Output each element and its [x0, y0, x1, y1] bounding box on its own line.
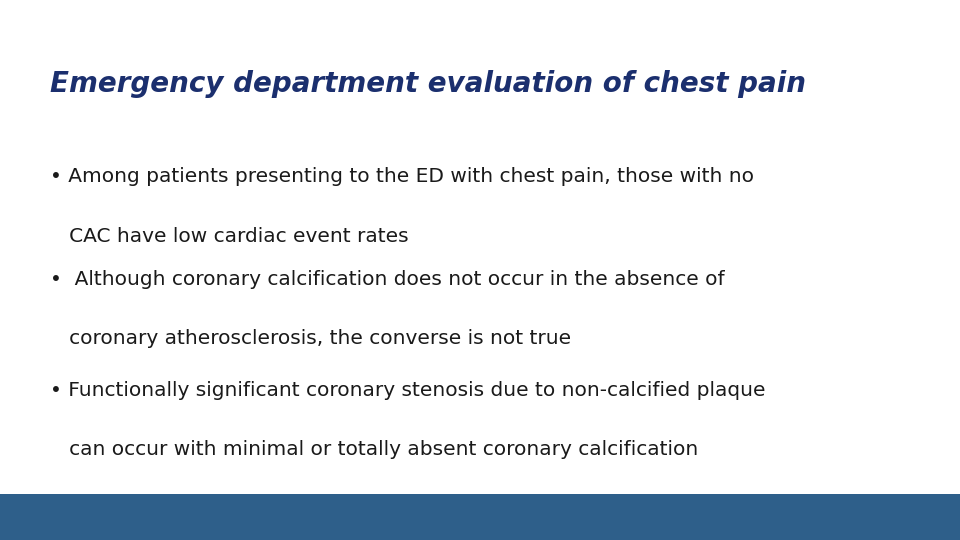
Text: CAC have low cardiac event rates: CAC have low cardiac event rates — [50, 227, 409, 246]
Text: can occur with minimal or totally absent coronary calcification: can occur with minimal or totally absent… — [50, 440, 698, 459]
Text: • Functionally significant coronary stenosis due to non-calcified plaque: • Functionally significant coronary sten… — [50, 381, 765, 400]
Text: coronary atherosclerosis, the converse is not true: coronary atherosclerosis, the converse i… — [50, 329, 571, 348]
Text: • Among patients presenting to the ED with chest pain, those with no: • Among patients presenting to the ED wi… — [50, 167, 754, 186]
Text: Emergency department evaluation of chest pain: Emergency department evaluation of chest… — [50, 70, 805, 98]
Text: •  Although coronary calcification does not occur in the absence of: • Although coronary calcification does n… — [50, 270, 725, 289]
